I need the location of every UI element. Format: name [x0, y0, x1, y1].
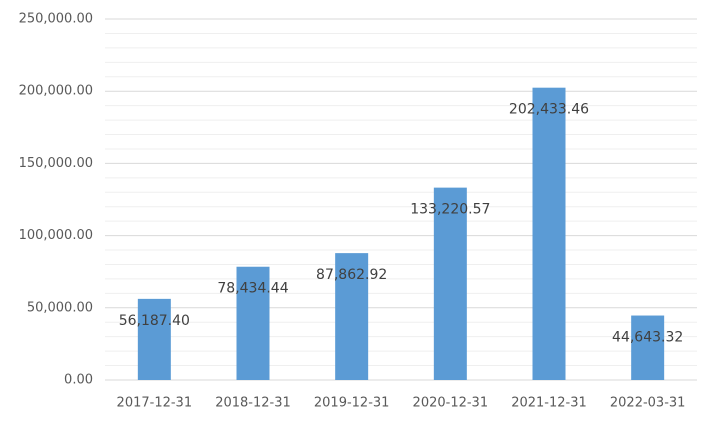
value-label: 87,862.92: [316, 267, 387, 283]
bar: [335, 253, 369, 380]
value-label: 78,434.44: [217, 281, 288, 297]
x-tick-label: 2018-12-31: [215, 396, 291, 411]
x-tick-label: 2017-12-31: [117, 396, 193, 411]
y-tick-label: 200,000.00: [19, 84, 93, 99]
bar: [137, 298, 171, 380]
value-label: 202,433.46: [509, 102, 589, 118]
y-tick-label: 150,000.00: [19, 156, 93, 171]
value-label: 44,643.32: [612, 330, 683, 346]
y-tick-label: 50,000.00: [27, 300, 93, 315]
x-tick-label: 2022-03-31: [610, 396, 686, 411]
bar: [631, 315, 665, 380]
bar: [236, 266, 270, 380]
y-tick-label: 0.00: [64, 373, 93, 388]
x-tick-label: 2021-12-31: [511, 396, 587, 411]
value-label: 133,220.57: [410, 202, 490, 218]
bar: [433, 187, 467, 380]
y-tick-label: 250,000.00: [19, 12, 93, 27]
bar: [532, 87, 566, 380]
value-label: 56,187.40: [119, 313, 190, 329]
y-tick-label: 100,000.00: [19, 228, 93, 243]
x-tick-label: 2019-12-31: [314, 396, 390, 411]
x-tick-label: 2020-12-31: [413, 396, 489, 411]
